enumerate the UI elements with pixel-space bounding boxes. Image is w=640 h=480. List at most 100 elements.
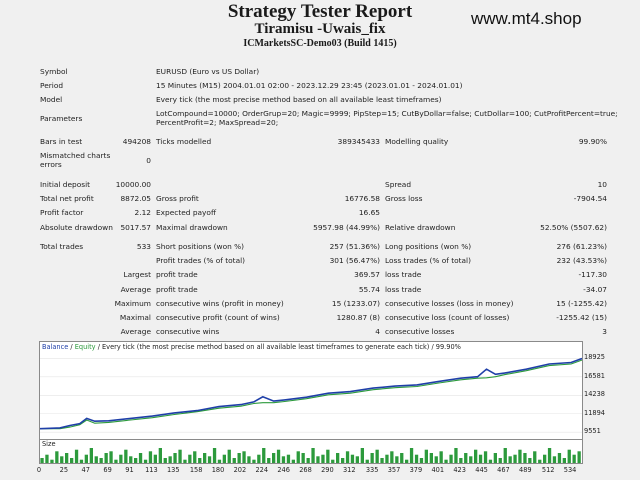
maximal-drawdown-value: 5957.98 (44.99%) xyxy=(313,223,380,232)
maximal-consecutive-loss-value: -1255.42 (15) xyxy=(556,313,607,322)
average-label: Average xyxy=(120,285,151,294)
server-build: ICMarketsSC-Demo03 (Build 1415) xyxy=(243,38,397,49)
volume-bar xyxy=(488,459,493,463)
volume-bar xyxy=(321,454,325,463)
volume-bar xyxy=(336,453,340,463)
volume-bar xyxy=(577,451,581,463)
y-tick-label-0: 9551 xyxy=(584,427,601,436)
x-tick-label-11: 246 xyxy=(277,466,290,474)
y-tick-label-3: 16581 xyxy=(584,371,605,380)
volume-bar xyxy=(276,449,281,463)
relative-drawdown-value: 52.50% (5507.62) xyxy=(540,223,607,232)
volume-bar xyxy=(203,453,207,463)
symbol-label: Symbol xyxy=(40,67,68,76)
initial-label: Initial deposit xyxy=(40,180,91,189)
x-tick-label-21: 467 xyxy=(497,466,510,474)
x-tick-label-14: 312 xyxy=(342,466,356,474)
equity-line xyxy=(40,359,583,430)
volume-bar xyxy=(153,454,157,463)
x-tick-label-23: 512 xyxy=(541,466,555,474)
volume-bar xyxy=(547,448,552,463)
ticks-label: Ticks modelled xyxy=(156,137,212,146)
volume-bar xyxy=(301,453,305,463)
max-consecutive-losses-value: 15 (-1255.42) xyxy=(556,299,607,308)
volume-bar xyxy=(286,454,291,463)
bars-label: Bars in test xyxy=(40,137,83,146)
legend-equity: Equity xyxy=(74,343,96,351)
volume-bar xyxy=(178,449,182,463)
volume-bar xyxy=(449,454,453,463)
volume-bar xyxy=(562,458,566,463)
volume-bar xyxy=(523,453,527,463)
volume-bar xyxy=(424,449,428,463)
loss-trades-value: 232 (43.53%) xyxy=(556,256,607,265)
x-tick-label-5: 113 xyxy=(145,466,158,474)
average-loss-label: loss trade xyxy=(385,285,422,294)
volume-bar xyxy=(434,456,438,463)
maximal-drawdown-label: Maximal drawdown xyxy=(156,223,228,232)
volume-bar xyxy=(552,456,557,463)
volume-chart: Size xyxy=(39,439,583,464)
avg-consecutive-losses-label: consecutive losses xyxy=(385,327,455,336)
y-tick-label-1: 11894 xyxy=(584,408,605,417)
volume-bar xyxy=(267,458,271,463)
volume-bar xyxy=(138,453,143,463)
short-positions-value: 257 (51.36%) xyxy=(329,242,380,251)
quality-value: 99.90% xyxy=(578,137,607,146)
x-tick-label-24: 534 xyxy=(563,466,577,474)
volume-bar xyxy=(291,459,295,463)
volume-bar xyxy=(207,456,212,463)
short-positions-label: Short positions (won %) xyxy=(156,242,245,251)
profit-trades-value: 301 (56.47%) xyxy=(329,256,380,265)
net-value: 8872.05 xyxy=(120,194,151,203)
volume-bar xyxy=(272,453,276,463)
largest-loss-label: loss trade xyxy=(385,270,422,279)
volume-bar xyxy=(365,459,369,463)
volume-bar xyxy=(395,456,399,463)
mismatch-label-1: Mismatched charts xyxy=(40,151,111,160)
x-tick-label-10: 224 xyxy=(255,466,269,474)
volume-bar xyxy=(262,448,266,463)
volume-bar xyxy=(74,449,79,463)
mismatch-value: 0 xyxy=(146,156,151,165)
volume-bar xyxy=(217,459,222,463)
largest-profit-label: profit trade xyxy=(156,270,198,279)
volume-bar xyxy=(409,448,414,463)
gross-loss-value: -7904.54 xyxy=(573,194,607,203)
volume-bar xyxy=(89,448,93,463)
volume-bar xyxy=(65,453,69,463)
volume-bar xyxy=(55,451,59,463)
volume-bar xyxy=(390,451,394,463)
x-tick-label-18: 401 xyxy=(431,466,445,474)
volume-bar xyxy=(439,451,443,463)
volume-bar xyxy=(212,448,217,463)
x-tick-label-6: 135 xyxy=(166,466,180,474)
max-consecutive-wins-label: consecutive wins (profit in money) xyxy=(156,299,284,308)
volume-bar xyxy=(370,453,374,463)
y-tick-label-4: 18925 xyxy=(584,353,605,362)
volume-bar xyxy=(134,458,138,463)
volume-bar xyxy=(331,459,335,463)
absolute-drawdown-label: Absolute drawdown xyxy=(40,223,113,232)
volume-bar xyxy=(405,459,409,463)
volume-bar xyxy=(173,453,177,463)
expected-payoff-label: Expected payoff xyxy=(156,208,217,217)
volume-bar xyxy=(257,454,261,463)
loss-trades-label: Loss trades (% of total) xyxy=(385,256,471,265)
gross-profit-value: 16776.58 xyxy=(344,194,380,203)
ticks-value: 389345433 xyxy=(337,137,380,146)
expected-payoff-value: 16.65 xyxy=(358,208,380,217)
volume-bar xyxy=(70,458,74,463)
avg-consecutive-label: Average xyxy=(120,327,151,336)
volume-bar xyxy=(493,453,497,463)
largest-loss-value: -117.30 xyxy=(578,270,607,279)
initial-value: 10000.00 xyxy=(115,180,151,189)
volume-bar xyxy=(498,458,502,463)
volume-bar xyxy=(252,459,256,463)
volume-bar xyxy=(143,459,148,463)
volume-bar xyxy=(444,459,448,463)
volume-bar xyxy=(306,458,310,463)
volume-bar xyxy=(168,456,172,463)
volume-bar xyxy=(222,454,226,463)
